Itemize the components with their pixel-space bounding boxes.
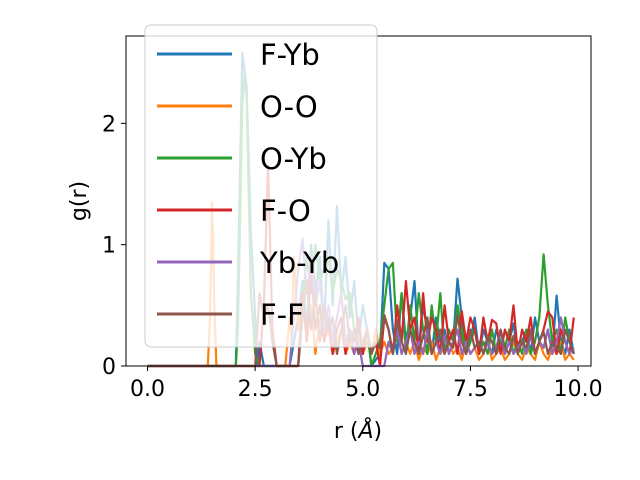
x-axis-ticks: 0.0 2.5 5.0 7.5 10.0 [130, 366, 603, 402]
y-tick-label: 2 [102, 112, 116, 137]
y-axis-label: g(r) [67, 181, 92, 221]
x-tick-label: 10.0 [554, 377, 603, 402]
y-tick-label: 0 [102, 355, 116, 380]
y-tick-label: 1 [102, 234, 116, 259]
legend-label-f-yb: F-Yb [260, 38, 320, 72]
legend-label-yb-yb: Yb-Yb [259, 246, 339, 280]
x-axis-label: r (Å) [334, 417, 382, 444]
x-tick-label: 2.5 [238, 377, 273, 402]
legend-label-f-f: F-F [260, 298, 304, 332]
legend-label-f-o: F-O [260, 194, 311, 228]
x-tick-label: 0.0 [130, 377, 165, 402]
legend-label-o-o: O-O [260, 90, 318, 124]
legend-label-o-yb: O-Yb [260, 142, 327, 176]
legend: F-Yb O-O O-Yb F-O Yb-Yb F-F [144, 24, 378, 348]
y-axis-ticks: 0 1 2 [102, 112, 126, 380]
x-tick-label: 7.5 [453, 377, 488, 402]
x-tick-label: 5.0 [345, 377, 380, 402]
